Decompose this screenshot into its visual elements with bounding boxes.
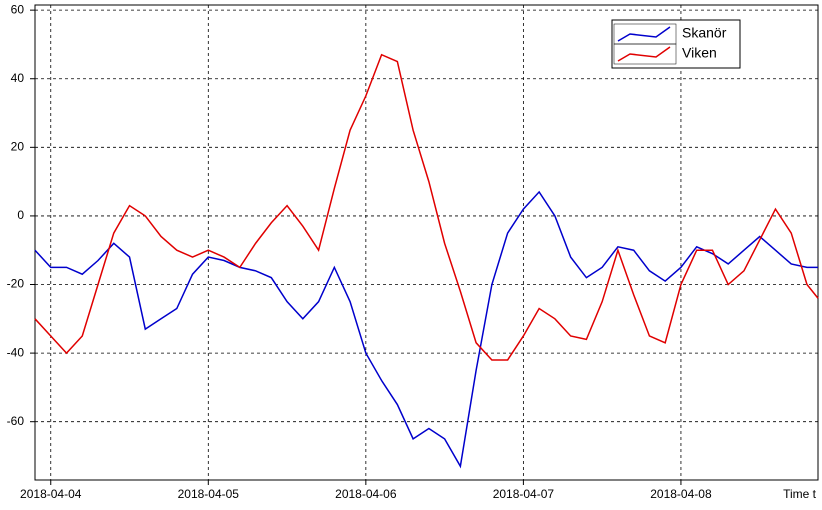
x-tick-label: 2018-04-04 xyxy=(20,487,82,501)
x-axis-label: Time t xyxy=(783,487,817,501)
legend-label: Skanör xyxy=(682,25,727,41)
y-tick-label: -20 xyxy=(7,277,25,291)
y-tick-label: 20 xyxy=(11,140,25,154)
legend-cell xyxy=(613,43,677,65)
legend-label: Viken xyxy=(682,45,717,61)
x-tick-label: 2018-04-08 xyxy=(650,487,712,501)
y-tick-label: 60 xyxy=(11,2,25,16)
y-tick-label: -60 xyxy=(7,414,25,428)
x-tick-label: 2018-04-07 xyxy=(493,487,555,501)
y-tick-label: -40 xyxy=(7,345,25,359)
x-tick-label: 2018-04-05 xyxy=(178,487,240,501)
series-line xyxy=(34,53,819,361)
y-tick-label: 40 xyxy=(11,71,25,85)
legend-swatch xyxy=(617,26,671,42)
y-tick-label: 0 xyxy=(17,208,24,222)
legend-swatch xyxy=(617,46,671,62)
series-line xyxy=(34,190,818,469)
plot-area xyxy=(34,4,819,481)
x-tick-label: 2018-04-06 xyxy=(335,487,397,501)
